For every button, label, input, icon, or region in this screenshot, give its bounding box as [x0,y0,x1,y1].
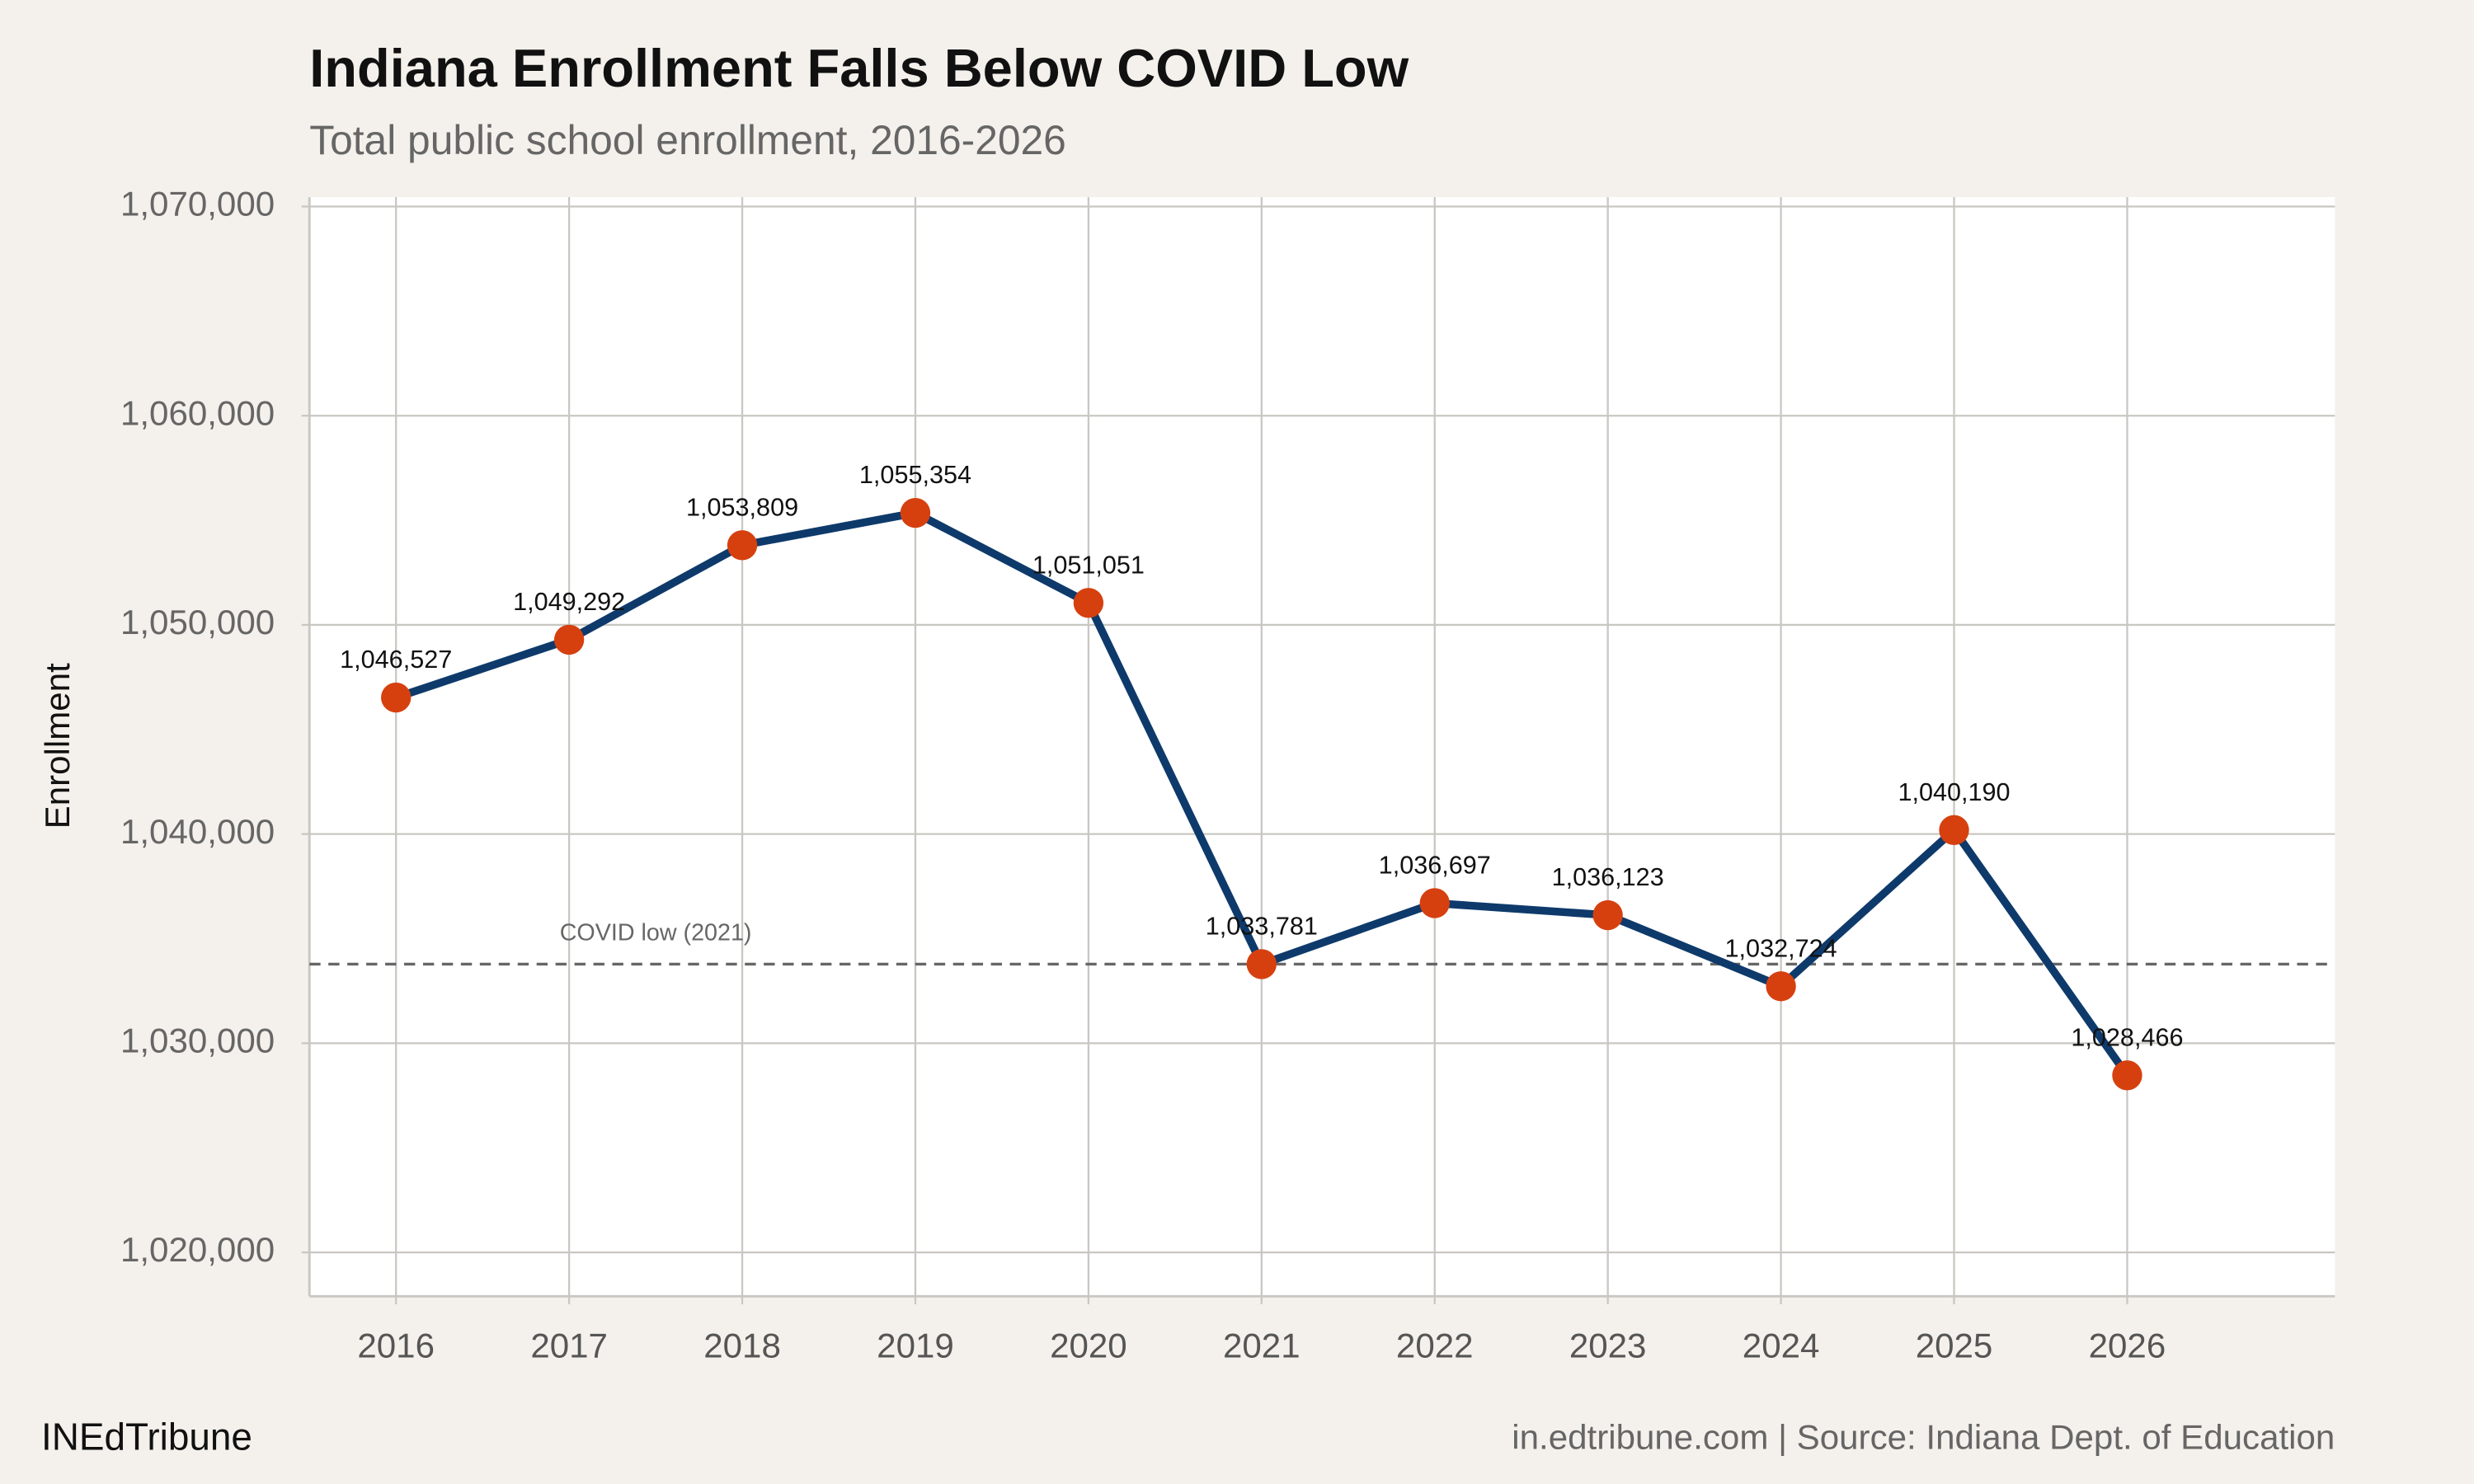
x-tick-label: 2020 [1050,1327,1127,1365]
x-tick-label: 2025 [1916,1327,1993,1365]
data-label: 1,028,466 [2071,1023,2183,1051]
data-point [1592,899,1623,931]
data-label: 1,046,527 [340,646,452,674]
x-tick-label: 2017 [530,1327,608,1365]
y-axis-label: Enrollment [38,663,77,829]
x-tick-label: 2022 [1396,1327,1474,1365]
y-tick-label: 1,040,000 [120,812,275,851]
data-point [900,497,931,528]
x-tick-label: 2021 [1223,1327,1300,1365]
data-label: 1,055,354 [859,461,971,489]
x-tick-label: 2019 [877,1327,954,1365]
y-tick-label: 1,070,000 [120,185,275,223]
y-tick-label: 1,050,000 [120,603,275,641]
data-label: 1,040,190 [1898,778,2010,806]
data-point [2112,1060,2142,1091]
chart-subtitle: Total public school enrollment, 2016-202… [309,117,1066,163]
data-label: 1,036,123 [1552,863,1664,891]
data-label: 1,049,292 [513,588,625,616]
data-label: 1,033,781 [1206,913,1318,941]
data-point [1419,888,1450,918]
y-tick-label: 1,020,000 [120,1230,275,1269]
y-tick-label: 1,030,000 [120,1021,275,1059]
source-left: INEdTribune [41,1416,252,1458]
data-label: 1,036,697 [1379,852,1491,880]
x-tick-label: 2023 [1569,1327,1647,1365]
chart-title: Indiana Enrollment Falls Below COVID Low [309,38,1409,98]
data-point [553,624,585,655]
data-point [1073,588,1104,618]
plot-area [309,197,2335,1297]
source-right: in.edtribune.com | Source: Indiana Dept.… [1512,1418,2335,1457]
x-tick-label: 2018 [703,1327,781,1365]
data-label: 1,053,809 [686,493,798,521]
reference-label: COVID low (2021) [560,920,752,946]
data-label: 1,051,051 [1032,551,1145,579]
x-tick-label: 2016 [357,1327,435,1365]
data-point [727,530,758,561]
x-tick-label: 2026 [2089,1327,2166,1365]
data-point [381,682,412,713]
y-tick-label: 1,060,000 [120,393,275,432]
data-label: 1,032,724 [1725,934,1837,962]
x-tick-label: 2024 [1743,1327,1820,1365]
data-point [1246,949,1277,979]
data-point [1939,815,1969,846]
data-point [1766,971,1796,1002]
